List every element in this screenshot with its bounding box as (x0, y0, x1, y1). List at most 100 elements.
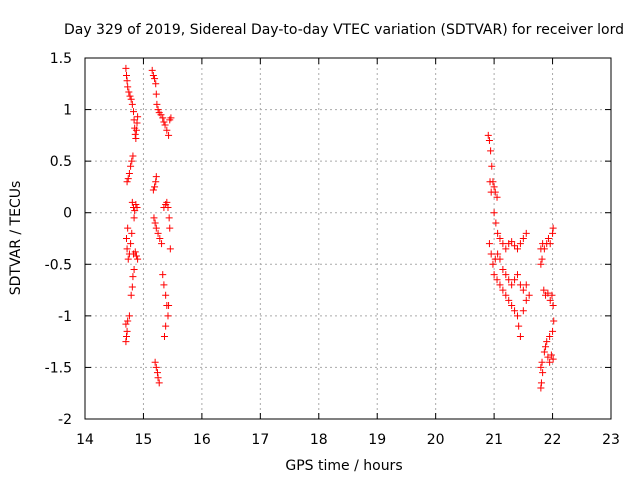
data-point-plus-marker (133, 204, 141, 212)
data-point-plus-marker (496, 281, 504, 289)
data-point-plus-marker (499, 265, 507, 273)
y-tick-label: 1 (63, 103, 72, 119)
data-point-plus-marker (132, 134, 140, 142)
data-point-plus-marker (124, 83, 132, 91)
data-point-plus-marker (163, 198, 171, 206)
data-point-plus-marker (549, 355, 557, 363)
data-point-plus-marker (122, 320, 130, 328)
data-point-plus-marker (487, 147, 495, 155)
data-point-plus-marker (127, 291, 135, 299)
data-point-plus-marker (511, 242, 519, 250)
data-point-plus-marker (515, 322, 523, 330)
x-tick-label: 20 (427, 432, 445, 448)
grid-lines (85, 58, 611, 419)
data-point-plus-marker (537, 260, 545, 268)
data-point-plus-marker (167, 114, 175, 122)
x-tick-label: 21 (485, 432, 503, 448)
data-point-plus-marker (130, 265, 138, 273)
data-point-plus-marker (122, 332, 130, 340)
data-point-plus-marker (522, 296, 530, 304)
data-point-plus-marker (547, 351, 555, 359)
data-point-plus-marker (125, 312, 133, 320)
data-point-plus-marker (151, 183, 159, 191)
data-point-plus-marker (537, 363, 545, 371)
y-axis-label: SDTVAR / TECUs (8, 181, 24, 296)
data-point-plus-marker (160, 118, 168, 126)
data-point-plus-marker (502, 291, 510, 299)
data-point-plus-marker (549, 224, 557, 232)
data-point-plus-marker (496, 255, 504, 263)
data-point-plus-marker (127, 162, 135, 170)
data-point-plus-marker (159, 271, 167, 279)
data-point-plus-marker (166, 245, 174, 253)
data-point-plus-marker (122, 64, 130, 72)
data-point-plus-marker (153, 100, 161, 108)
data-point-plus-marker (484, 131, 492, 139)
data-point-plus-marker (502, 245, 510, 253)
data-point-plus-marker (156, 235, 164, 242)
data-point-plus-marker (490, 183, 498, 191)
data-point-plus-marker (130, 116, 138, 124)
data-point-plus-marker (128, 198, 136, 206)
data-point-plus-marker (151, 219, 159, 227)
data-point-plus-marker (148, 66, 156, 74)
data-point-plus-marker (549, 229, 557, 237)
data-point-plus-marker (522, 229, 530, 237)
data-point-plus-marker (132, 126, 140, 134)
data-point-plus-marker (123, 327, 131, 335)
data-point-plus-marker (540, 286, 548, 294)
data-point-plus-marker (164, 204, 172, 212)
data-point-plus-marker (516, 332, 524, 340)
data-point-plus-marker (543, 338, 551, 346)
data-point-plus-marker (493, 193, 501, 201)
x-tick-label: 16 (193, 432, 211, 448)
data-point-plus-marker (123, 178, 131, 186)
data-point-plus-marker (537, 379, 545, 387)
data-point-plus-marker (544, 235, 552, 242)
data-point-plus-marker (511, 307, 519, 315)
x-tick-label: 19 (368, 432, 386, 448)
data-point-plus-marker (499, 286, 507, 294)
data-point-plus-marker (125, 88, 133, 96)
data-point-plus-marker (149, 72, 157, 80)
data-point-plus-marker (154, 229, 162, 237)
data-point-plus-marker (538, 255, 546, 263)
data-point-plus-marker (513, 271, 521, 279)
data-point-plus-marker (505, 296, 513, 304)
x-axis-label: GPS time / hours (285, 458, 402, 474)
data-point-plus-marker (537, 384, 545, 392)
axis-ticks (84, 57, 612, 420)
y-tick-label: -1 (58, 309, 72, 325)
data-point-plus-marker (542, 343, 550, 351)
data-point-plus-marker (493, 276, 501, 284)
y-tick-label: -0.5 (45, 257, 72, 273)
data-point-plus-marker (131, 130, 139, 138)
data-point-plus-marker (128, 229, 136, 237)
data-point-plus-marker (538, 358, 546, 366)
data-point-plus-marker (150, 214, 158, 222)
data-point-plus-marker (153, 369, 161, 377)
data-point-plus-marker (519, 235, 527, 242)
data-point-plus-marker (539, 369, 547, 377)
y-tick-label: 0.5 (50, 154, 72, 170)
data-point-plus-marker (152, 173, 160, 181)
data-point-plus-marker (546, 240, 554, 248)
data-point-plus-marker (132, 200, 140, 208)
data-point-plus-marker (134, 113, 142, 121)
data-point-plus-marker (128, 283, 136, 291)
y-tick-labels: -2 -1.5 -1 -0.5 0 0.5 1 1.5 (45, 51, 72, 428)
data-point-plus-marker (522, 281, 530, 289)
data-point-plus-marker (160, 281, 168, 289)
x-tick-label: 18 (310, 432, 328, 448)
data-point-plus-marker (511, 276, 519, 284)
data-point-plus-marker (157, 111, 165, 119)
data-point-plus-marker (149, 186, 157, 194)
data-point-plus-marker (485, 137, 493, 145)
data-point-plus-marker (489, 178, 497, 186)
data-point-plus-marker (488, 162, 496, 170)
data-point-plus-marker (485, 240, 493, 248)
data-point-plus-marker (124, 317, 132, 325)
data-point-plus-marker (129, 273, 137, 281)
data-point-plus-marker (494, 229, 502, 237)
